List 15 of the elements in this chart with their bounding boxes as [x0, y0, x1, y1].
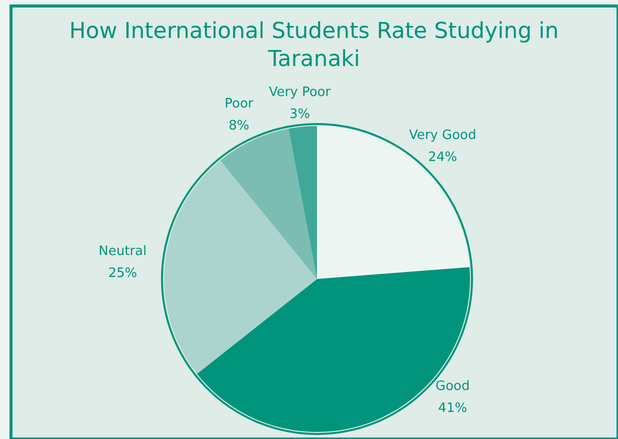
pie-slice	[164, 160, 317, 374]
data-label: 8%	[228, 118, 250, 134]
slice-label: Very Good	[408, 128, 476, 144]
data-label: 25%	[108, 266, 138, 281]
slice-label: Very Poor	[268, 85, 332, 100]
data-label: 24%	[428, 150, 458, 166]
data-label: 41%	[438, 401, 468, 416]
slice-label: Poor	[224, 96, 254, 112]
pie-slice	[288, 126, 317, 279]
pie-slice	[196, 267, 470, 432]
slice-label: Good	[436, 379, 470, 394]
data-label: 3%	[289, 107, 310, 122]
pie-slice	[220, 128, 317, 279]
chart-title: How International Students Rate Studying in Taranaki	[69, 19, 559, 72]
slice-label: Neutral	[98, 244, 147, 259]
